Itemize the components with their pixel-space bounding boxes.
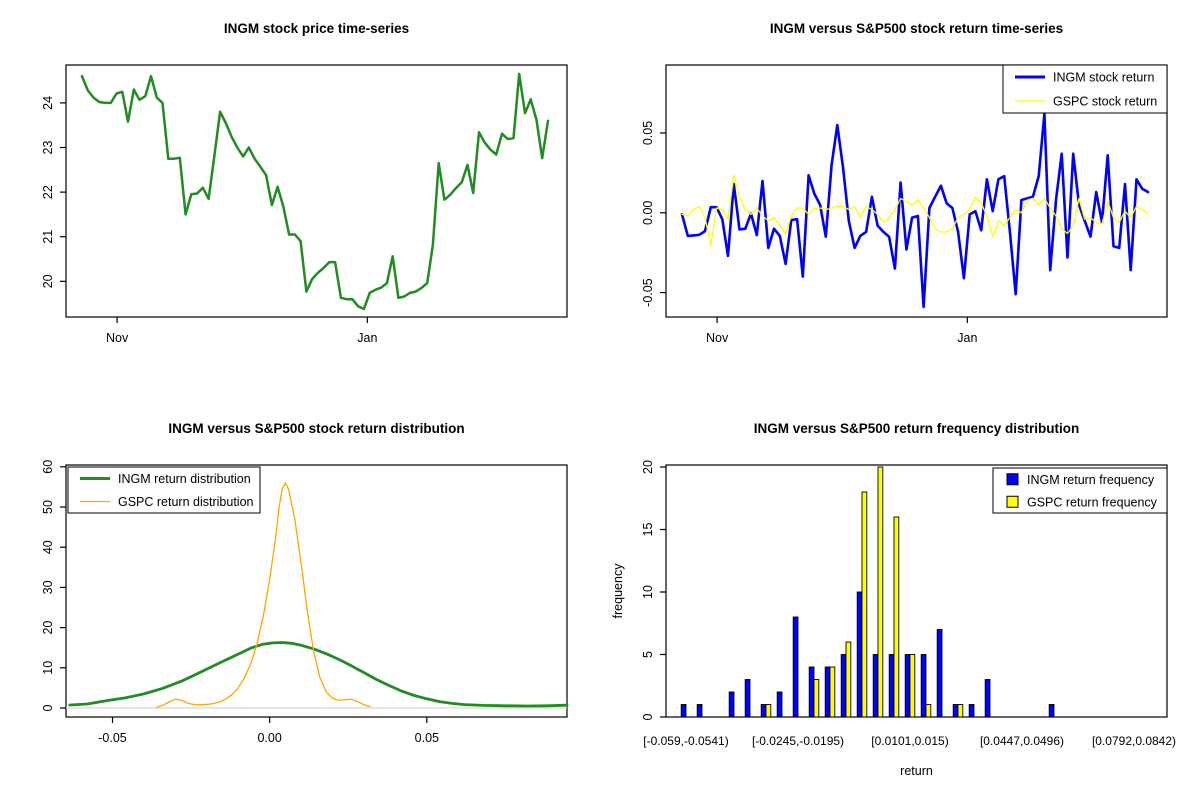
x-bin-label: [-0.059,-0.0541) (643, 734, 728, 748)
x-tick-label: 0.05 (415, 731, 439, 745)
bar-gspc-return-frequency (909, 654, 916, 718)
y-tick-label: 0.05 (641, 121, 655, 145)
legend-label: GSPC stock return (1053, 95, 1157, 109)
bar-ingm-return-frequency (872, 654, 879, 718)
series-gspc-return-distribution (155, 482, 371, 709)
y-tick-label: 20 (41, 274, 55, 288)
y-tick-label: 0 (641, 713, 655, 720)
bar-ingm-return-frequency (744, 679, 751, 718)
y-axis-label: frequency (611, 563, 625, 619)
x-axis-label: return (900, 764, 933, 778)
y-tick-label: 5 (641, 651, 655, 658)
legend-box (1002, 64, 1168, 114)
y-tick-label: 24 (41, 96, 55, 110)
legend-square-swatch (1006, 473, 1019, 486)
y-tick-label: 10 (641, 585, 655, 599)
x-tick-label: Jan (957, 331, 977, 345)
y-tick-label: 0 (41, 704, 55, 711)
bar-ingm-return-frequency (1048, 704, 1055, 718)
bar-ingm-return-frequency (728, 691, 735, 718)
plot-box (65, 464, 568, 718)
bar-ingm-return-frequency (936, 629, 943, 718)
plot-box (665, 464, 1168, 718)
bar-ingm-return-frequency (920, 654, 927, 718)
legend-label: INGM return frequency (1027, 473, 1155, 487)
legend-label: GSPC return frequency (1027, 495, 1158, 509)
x-tick-label: Nov (106, 331, 129, 345)
legend-label: INGM return distribution (118, 472, 251, 486)
density-chart-title: INGM versus S&P500 stock return distribu… (168, 421, 465, 436)
x-bin-label: [0.0792,0.0842) (1092, 734, 1176, 748)
y-tick-label: 50 (41, 500, 55, 514)
bar-ingm-return-frequency (968, 704, 975, 718)
bar-gspc-return-frequency (925, 704, 932, 718)
hist-chart-title: INGM versus S&P500 return frequency dist… (753, 421, 1080, 436)
series-ingm-return-distribution (68, 641, 569, 708)
panel-price: INGM stock price time-series 20 21 22 23 24 N… (0, 0, 600, 400)
series-ingm-stock-price (80, 72, 550, 311)
bar-ingm-return-frequency (680, 704, 687, 718)
y-tick-label: 20 (641, 460, 655, 474)
legend-label: INGM stock return (1053, 71, 1154, 85)
x-bin-label: [0.0101,0.015) (871, 734, 948, 748)
bar-ingm-return-frequency (776, 691, 783, 718)
x-bin-label: [-0.0245,-0.0195) (752, 734, 844, 748)
plot-box (665, 64, 1168, 318)
density-chart: 0 10 20 30 40 50 60 -0.05 0.00 0.05 INGM return di… (41, 460, 569, 745)
bar-ingm-return-frequency (792, 616, 799, 718)
panel-density: INGM versus S&P500 stock return distribu… (0, 400, 600, 800)
bar-ingm-return-frequency (760, 704, 767, 718)
bar-gspc-return-frequency (829, 666, 836, 718)
plot-box (65, 64, 568, 318)
x-bin-label: [0.0447,0.0496) (980, 734, 1064, 748)
bar-ingm-return-frequency (824, 666, 831, 718)
bar-ingm-return-frequency (888, 654, 895, 718)
bar-gspc-return-frequency (893, 516, 900, 718)
hist-chart: 0 5 10 15 20 [-0.059,-0.0541) [-0.0245,-0.0195… (611, 460, 1176, 778)
y-tick-label: 40 (41, 540, 55, 554)
returns-chart-title: INGM versus S&P500 stock return time-ser… (769, 21, 1064, 36)
legend-box (992, 467, 1168, 514)
legend-square-swatch (1006, 495, 1019, 508)
bar-ingm-return-frequency (984, 679, 991, 718)
panel-returns: INGM versus S&P500 stock return time-ser… (600, 0, 1200, 400)
bar-ingm-return-frequency (808, 666, 815, 718)
bar-ingm-return-frequency (696, 704, 703, 718)
x-tick-label: Nov (706, 331, 729, 345)
y-tick-label: 20 (41, 621, 55, 635)
bar-gspc-return-frequency (957, 704, 964, 718)
legend-label: GSPC return distribution (118, 495, 254, 509)
y-tick-label: 21 (41, 230, 55, 244)
y-tick-label: 22 (41, 185, 55, 199)
bar-gspc-return-frequency (845, 641, 852, 718)
price-chart-title: INGM stock price time-series (223, 21, 410, 36)
bar-gspc-return-frequency (877, 466, 884, 718)
bar-ingm-return-frequency (856, 591, 863, 718)
x-tick-label: 0.00 (257, 731, 281, 745)
y-tick-label: 10 (41, 661, 55, 675)
y-tick-label: -0.05 (641, 278, 655, 307)
bar-gspc-return-frequency (765, 704, 772, 718)
y-tick-label: 60 (41, 460, 55, 474)
bar-gspc-return-frequency (813, 679, 820, 718)
y-tick-label: 0.00 (641, 201, 655, 225)
price-chart: 20 21 22 23 24 Nov Jan (41, 64, 568, 345)
bar-ingm-return-frequency (904, 654, 911, 718)
y-tick-label: 15 (641, 523, 655, 537)
panel-hist: INGM versus S&P500 return frequency dist… (600, 400, 1200, 800)
y-tick-label: 23 (41, 141, 55, 155)
bar-gspc-return-frequency (861, 491, 868, 718)
series-ingm-stock-return (680, 112, 1150, 309)
x-tick-label: Jan (357, 331, 377, 345)
series-gspc-stock-return (681, 174, 1149, 246)
y-tick-label: 30 (41, 580, 55, 594)
x-tick-label: -0.05 (98, 731, 127, 745)
returns-chart: -0.05 0.00 0.05 Nov Jan INGM stock return GSPC… (641, 64, 1168, 345)
bar-ingm-return-frequency (952, 704, 959, 718)
bar-ingm-return-frequency (840, 654, 847, 718)
legend-box (67, 466, 261, 514)
